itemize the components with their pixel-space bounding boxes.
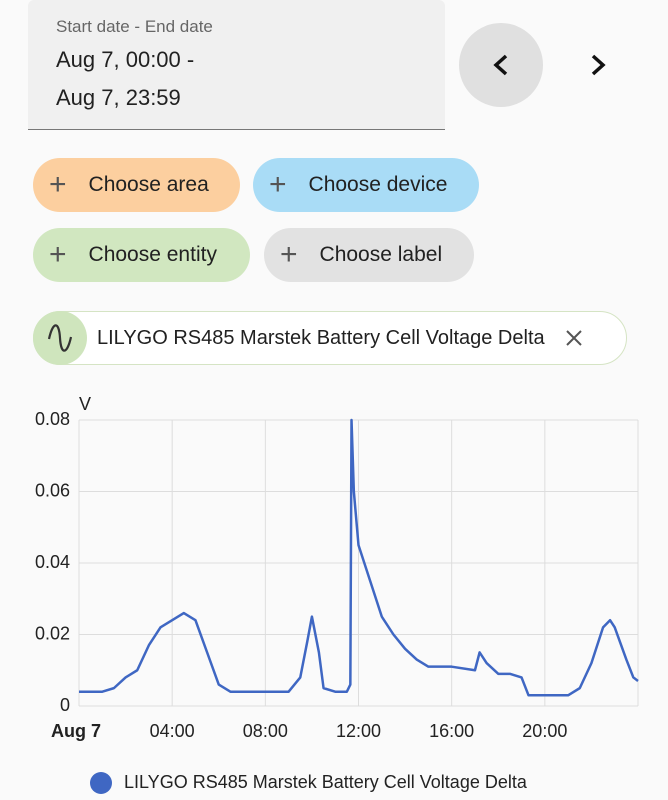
entity-name: LILYGO RS485 Marstek Battery Cell Voltag…	[97, 326, 545, 349]
date-start: Aug 7, 00:00 -	[56, 47, 195, 72]
entity-chip[interactable]: + Choose entity	[33, 228, 250, 282]
chart: V 0 0.02 0.04 0.06 0.08 Aug 7 04:00 08:00 12:00 1…	[35, 394, 639, 794]
date-end: Aug 7, 23:59	[56, 85, 181, 110]
x-tick-label: 16:00	[429, 721, 474, 741]
prev-icon	[493, 54, 508, 76]
y-tick-label: 0.04	[35, 552, 70, 572]
y-axis-label: V	[79, 394, 91, 414]
legend-label: LILYGO RS485 Marstek Battery Cell Voltag…	[124, 772, 528, 792]
chip-label: Choose device	[308, 173, 448, 196]
chip-label: Choose area	[88, 173, 209, 196]
x-tick-label: 04:00	[150, 721, 195, 741]
legend-swatch	[90, 772, 112, 794]
chip-label: Choose entity	[88, 243, 217, 266]
x-tick-label: 12:00	[336, 721, 381, 741]
x-tick-label: Aug 7	[51, 721, 101, 741]
y-tick-label: 0.02	[35, 623, 70, 643]
date-label: Start date - End date	[56, 17, 213, 36]
x-tick-label: 20:00	[522, 721, 567, 741]
y-tick-label: 0.06	[35, 480, 70, 500]
data-line	[79, 418, 639, 697]
date-picker[interactable]: Start date - End date Aug 7, 00:00 - Aug…	[28, 0, 445, 130]
selected-entity[interactable]: LILYGO RS485 Marstek Battery Cell Voltag…	[33, 311, 627, 365]
chip-label: Choose label	[319, 243, 443, 266]
area-chip[interactable]: + Choose area	[33, 158, 240, 212]
y-tick-label: 0.08	[35, 409, 70, 429]
sine-icon	[47, 324, 73, 352]
remove-icon[interactable]	[559, 323, 589, 353]
next-icon	[591, 54, 606, 76]
y-tick-label: 0	[60, 695, 70, 715]
prev-button[interactable]	[459, 23, 543, 107]
label-chip[interactable]: + Choose label	[264, 228, 474, 282]
x-tick-label: 08:00	[243, 721, 288, 741]
device-chip[interactable]: + Choose device	[253, 158, 479, 212]
entity-icon	[33, 311, 87, 365]
next-button[interactable]	[556, 23, 640, 107]
